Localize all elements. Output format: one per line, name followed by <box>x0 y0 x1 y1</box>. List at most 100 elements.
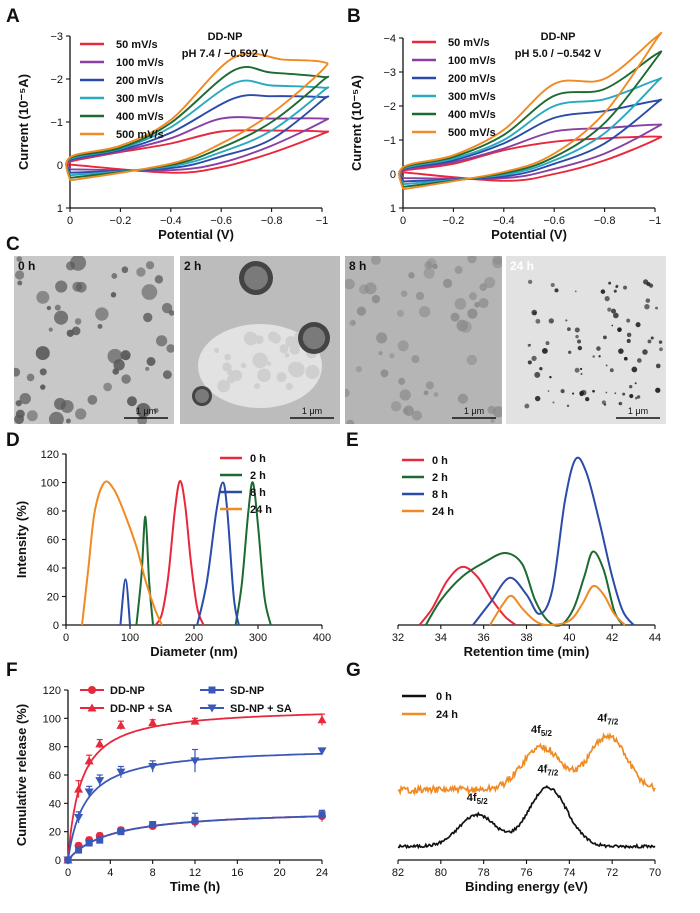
data-point <box>84 756 94 765</box>
x-tick-label: 0 <box>400 215 406 227</box>
vesicle <box>285 382 293 391</box>
y-tick-label: 40 <box>47 563 59 575</box>
nanoparticle <box>527 360 532 365</box>
nanoparticle <box>648 283 654 288</box>
nanoparticle <box>622 392 626 396</box>
particle <box>120 350 131 361</box>
nanoparticle <box>539 366 543 371</box>
peak-label-base: 4f <box>531 724 541 736</box>
particle <box>65 418 71 424</box>
vesicle <box>289 362 305 378</box>
nanoparticle <box>618 348 624 354</box>
sem-content <box>14 256 174 424</box>
dls-curve <box>154 480 205 626</box>
y-tick-label: 0 <box>53 620 59 632</box>
nanoparticle <box>531 309 538 316</box>
particle <box>121 266 129 274</box>
particle <box>66 329 75 337</box>
sem-image-3: 24 h 1 μm <box>506 256 666 424</box>
y-tick-label: −4 <box>383 33 396 45</box>
data-point <box>75 846 83 854</box>
particle <box>146 357 156 366</box>
x-axis-title: Potential (V) <box>491 227 567 242</box>
panel-g-chart: 82 80 78 76 74 72 70 Binding energy (eV) 0 h 24 h… <box>392 691 661 894</box>
particle <box>408 272 415 279</box>
panel-label-f: F <box>6 660 18 681</box>
particle <box>400 290 408 297</box>
particle <box>14 367 21 377</box>
nanoparticle <box>560 389 565 394</box>
y-axis-title: Cumulative release (%) <box>14 704 29 846</box>
particle <box>46 305 52 311</box>
x-axis-title: Diameter (nm) <box>150 644 237 659</box>
particle <box>168 310 174 316</box>
legend-label: 24 h <box>432 506 454 518</box>
x-axis-title: Retention time (min) <box>464 644 590 659</box>
y-tick-label: −1 <box>50 117 63 129</box>
particle <box>14 270 25 280</box>
y-tick-label: −2 <box>383 101 396 113</box>
sem-time-label: 24 h <box>510 259 534 273</box>
particle <box>15 400 22 407</box>
peak-label-base: 4f <box>467 792 477 804</box>
vesicle <box>258 370 266 378</box>
nanoparticle <box>534 371 541 378</box>
x-axis-title: Time (h) <box>170 879 220 894</box>
particle <box>154 275 164 284</box>
xps-spectrum <box>397 732 656 797</box>
nanoparticle <box>650 336 654 340</box>
vesicle <box>240 362 247 369</box>
particle <box>65 261 76 271</box>
nanoparticle <box>567 327 571 332</box>
y-tick-label: 0 <box>57 160 63 172</box>
particle <box>492 406 502 418</box>
legend-label: DD-NP + SA <box>110 703 173 715</box>
nanoparticle <box>549 375 552 379</box>
nanoparticle <box>577 345 583 351</box>
particle <box>36 290 50 304</box>
particle <box>370 256 381 265</box>
particle <box>378 351 383 356</box>
data-point <box>63 856 73 865</box>
peak-label-sub: 5/2 <box>477 797 489 806</box>
data-point <box>317 747 327 756</box>
y-tick-label: 80 <box>49 742 61 754</box>
x-tick-label: 0 <box>67 215 73 227</box>
vesicle <box>305 365 320 380</box>
nanoparticle <box>531 355 537 362</box>
particle <box>450 312 460 322</box>
vesicle <box>222 362 232 372</box>
nanoparticle <box>626 318 631 323</box>
legend-label: 8 h <box>250 487 266 499</box>
y-tick-label: −3 <box>383 67 396 79</box>
chromatogram-curve <box>424 550 624 627</box>
x-tick-label: 76 <box>520 867 532 879</box>
particle <box>145 261 155 270</box>
y-tick-label: 100 <box>43 713 61 725</box>
data-point <box>85 839 93 847</box>
x-tick-label: −0.8 <box>594 215 616 227</box>
nanoparticle <box>605 364 608 367</box>
legend-label: 100 mV/s <box>116 57 164 69</box>
annotation-title: DD-NP <box>208 31 243 43</box>
nanoparticle <box>634 382 637 385</box>
panel-d-chart: 0 100 200 300 400 0 20 40 60 80 100 120 Diameter (nm… <box>14 449 331 659</box>
particle <box>60 400 74 414</box>
x-tick-label: 72 <box>606 867 618 879</box>
legend-label: 500 mV/s <box>116 129 164 141</box>
data-point <box>74 784 84 793</box>
scale-bar-label: 1 μm <box>136 406 156 416</box>
y-tick-label: 1 <box>57 203 63 215</box>
particle <box>19 392 31 405</box>
particle <box>454 298 467 310</box>
particle <box>74 318 82 325</box>
particle <box>398 377 406 385</box>
x-tick-label: −0.2 <box>443 215 465 227</box>
nanoparticle <box>566 404 570 408</box>
legend-label: 2 h <box>432 472 448 484</box>
x-tick-label: 24 <box>316 867 328 879</box>
scale-bar-label: 1 μm <box>302 406 322 416</box>
data-point <box>117 828 125 836</box>
panel-label-d: D <box>6 430 20 451</box>
nanoparticle <box>585 396 590 402</box>
